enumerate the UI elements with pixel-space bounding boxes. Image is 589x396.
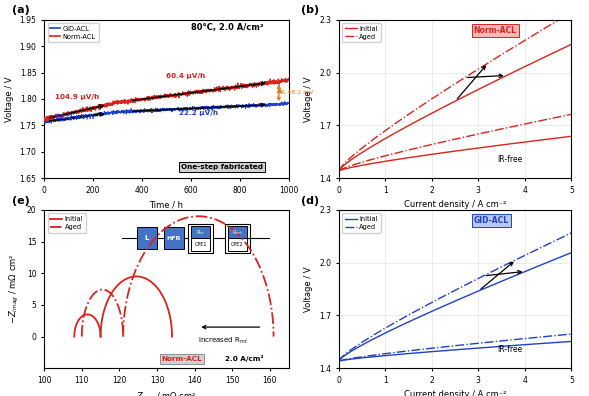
FancyBboxPatch shape <box>191 226 210 238</box>
Text: (a): (a) <box>12 6 30 15</box>
Text: 104.9 μV/h: 104.9 μV/h <box>55 94 100 100</box>
Legend: Initial, Aged: Initial, Aged <box>48 213 86 232</box>
Text: 61.2 μV/h: 61.2 μV/h <box>55 114 94 120</box>
Text: (b): (b) <box>302 6 320 15</box>
Text: HFR: HFR <box>167 236 181 241</box>
Y-axis label: Voltage / V: Voltage / V <box>305 76 313 122</box>
Y-axis label: $-Z_{imag}$ / mΩ cm²: $-Z_{imag}$ / mΩ cm² <box>8 254 21 324</box>
Text: L: L <box>145 235 149 242</box>
Text: IR-free: IR-free <box>497 345 522 354</box>
X-axis label: $Z_{real}$ / mΩ cm²: $Z_{real}$ / mΩ cm² <box>136 390 197 396</box>
Text: Norm-ACL: Norm-ACL <box>474 26 517 35</box>
Y-axis label: Voltage / V: Voltage / V <box>305 267 313 312</box>
X-axis label: Time / h: Time / h <box>150 200 183 209</box>
Text: IR-free: IR-free <box>497 155 522 164</box>
FancyBboxPatch shape <box>164 227 184 249</box>
Text: Norm-ACL: Norm-ACL <box>161 356 202 362</box>
Text: CPE2: CPE2 <box>231 242 243 247</box>
FancyBboxPatch shape <box>137 227 157 249</box>
Text: 60.4 μV/h: 60.4 μV/h <box>166 73 206 79</box>
Legend: Initial, Aged: Initial, Aged <box>342 23 380 42</box>
Legend: GID-ACL, Norm-ACL: GID-ACL, Norm-ACL <box>48 23 98 42</box>
X-axis label: Current density / A cm⁻²: Current density / A cm⁻² <box>404 390 506 396</box>
Text: R$_{mt}$: R$_{mt}$ <box>232 228 243 236</box>
Text: One-step fabricated: One-step fabricated <box>181 164 263 170</box>
Text: Δ 48.2 mV: Δ 48.2 mV <box>282 90 314 95</box>
Text: GID-ACL: GID-ACL <box>474 216 509 225</box>
FancyBboxPatch shape <box>191 238 210 251</box>
FancyBboxPatch shape <box>227 226 247 238</box>
Text: Increased R$_{mt}$: Increased R$_{mt}$ <box>198 336 249 346</box>
Y-axis label: Voltage / V: Voltage / V <box>5 76 14 122</box>
FancyBboxPatch shape <box>227 238 247 251</box>
Text: (e): (e) <box>12 196 30 206</box>
Text: CPE1: CPE1 <box>194 242 207 247</box>
Text: 80°C, 2.0 A/cm²: 80°C, 2.0 A/cm² <box>191 23 263 32</box>
Legend: Initial, Aged: Initial, Aged <box>342 213 380 232</box>
X-axis label: Current density / A cm⁻²: Current density / A cm⁻² <box>404 200 506 209</box>
Text: (d): (d) <box>302 196 320 206</box>
Text: 2.0 A/cm²: 2.0 A/cm² <box>225 355 263 362</box>
Text: R$_{ct}$: R$_{ct}$ <box>196 228 206 236</box>
Text: 22.2 μV/h: 22.2 μV/h <box>178 110 218 116</box>
